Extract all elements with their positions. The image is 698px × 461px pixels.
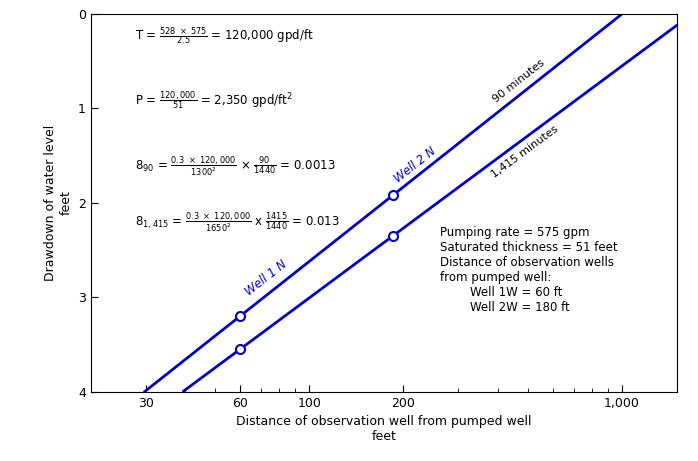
Text: $8_{90}$ = $\frac{0.3\ \times\ 120,000}{1300^2}$ $\times$ $\frac{90}{1440}$ = 0.: $8_{90}$ = $\frac{0.3\ \times\ 120,000}{… (135, 154, 335, 177)
Text: Well 2 N: Well 2 N (392, 144, 438, 185)
Y-axis label: Drawdown of water level
feet: Drawdown of water level feet (45, 125, 73, 281)
Text: P = $\frac{120,000}{51}$ = 2,350 gpd/ft$^2$: P = $\frac{120,000}{51}$ = 2,350 gpd/ft$… (135, 89, 292, 112)
Text: Well 1 N: Well 1 N (243, 258, 290, 298)
Text: 90 minutes: 90 minutes (491, 58, 547, 105)
Text: 1,415 minutes: 1,415 minutes (490, 124, 560, 179)
Text: $8_{1,415}$ = $\frac{0.3\ \times\ 120,000}{1650^2}$ x $\frac{1415}{1440}$ = 0.01: $8_{1,415}$ = $\frac{0.3\ \times\ 120,00… (135, 210, 339, 234)
X-axis label: Distance of observation well from pumped well
feet: Distance of observation well from pumped… (236, 415, 532, 443)
Text: Pumping rate = 575 gpm
Saturated thickness = 51 feet
Distance of observation wel: Pumping rate = 575 gpm Saturated thickne… (440, 225, 617, 313)
Text: T = $\frac{528\ \times\ 575}{2.5}$ = 120,000 gpd/ft: T = $\frac{528\ \times\ 575}{2.5}$ = 120… (135, 25, 313, 47)
